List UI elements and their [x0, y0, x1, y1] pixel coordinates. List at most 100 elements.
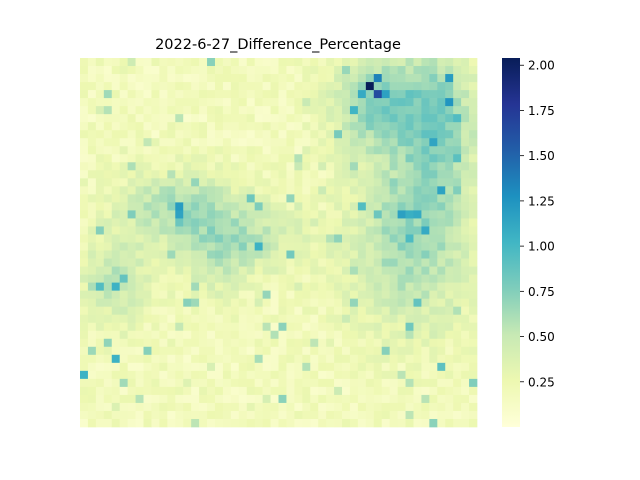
heatmap-cell — [397, 82, 406, 91]
heatmap-cell — [469, 378, 478, 388]
heatmap-cell — [199, 266, 208, 275]
heatmap-cell — [87, 346, 97, 356]
heatmap-cell — [111, 178, 121, 187]
heatmap-cell — [246, 66, 256, 75]
heatmap-cell — [310, 250, 319, 259]
heatmap-cell — [183, 418, 192, 428]
heatmap-cell — [135, 154, 144, 163]
heatmap-cell — [389, 362, 398, 372]
heatmap-cell — [342, 146, 351, 155]
heatmap-cell — [246, 178, 256, 187]
heatmap-cell — [302, 138, 311, 147]
colorbar — [502, 58, 520, 427]
heatmap-cell — [318, 282, 327, 291]
heatmap-cell — [254, 242, 263, 251]
heatmap-cell — [381, 266, 391, 275]
heatmap-cell — [365, 138, 375, 147]
heatmap-cell — [254, 290, 263, 299]
heatmap-cell — [349, 146, 359, 155]
heatmap-cell — [119, 234, 128, 243]
heatmap-cell — [381, 114, 391, 123]
heatmap-cell — [342, 170, 351, 179]
heatmap-cell — [342, 282, 351, 291]
heatmap-cell — [381, 330, 391, 340]
heatmap-cell — [310, 290, 319, 299]
heatmap-cell — [437, 202, 446, 211]
heatmap-cell — [469, 106, 478, 115]
heatmap-cell — [103, 114, 113, 123]
heatmap-cell — [421, 282, 430, 291]
heatmap-cell — [119, 378, 128, 388]
heatmap-cell — [167, 130, 176, 139]
heatmap-cell — [445, 106, 454, 115]
heatmap-cell — [445, 322, 454, 332]
heatmap-cell — [373, 298, 383, 308]
heatmap-cell — [222, 114, 232, 123]
heatmap-cell — [151, 258, 160, 267]
heatmap-cell — [207, 82, 216, 91]
heatmap-cell — [111, 282, 121, 291]
heatmap-cell — [421, 258, 430, 267]
heatmap-cell — [445, 386, 454, 396]
heatmap-cell — [167, 346, 176, 356]
heatmap-cell — [286, 242, 295, 251]
heatmap-cell — [294, 298, 303, 308]
heatmap-cell — [175, 402, 184, 412]
heatmap-cell — [87, 162, 97, 171]
heatmap-cell — [310, 98, 319, 107]
heatmap-cell — [191, 322, 200, 332]
heatmap-cell — [349, 266, 359, 275]
heatmap-cell — [365, 90, 375, 99]
heatmap-cell — [230, 186, 240, 195]
heatmap-cell — [357, 154, 367, 163]
heatmap-cell — [191, 130, 200, 139]
heatmap-cell — [278, 354, 287, 364]
heatmap-cell — [214, 154, 224, 163]
heatmap-cell — [365, 122, 375, 131]
heatmap-cell — [143, 282, 152, 291]
heatmap-cell — [175, 90, 184, 99]
heatmap-cell — [127, 74, 136, 83]
heatmap-cell — [365, 154, 375, 163]
heatmap-cell — [254, 298, 263, 308]
heatmap-cell — [357, 82, 367, 91]
heatmap-cell — [175, 154, 184, 163]
heatmap-cell — [445, 274, 454, 283]
heatmap-cell — [342, 386, 351, 396]
heatmap-cell — [199, 98, 208, 107]
heatmap-cell — [80, 170, 89, 179]
heatmap-cell — [167, 242, 176, 251]
heatmap-cell — [127, 194, 136, 203]
heatmap-cell — [302, 162, 311, 171]
heatmap-cell — [421, 146, 430, 155]
heatmap-cell — [207, 282, 216, 291]
heatmap-cell — [445, 218, 454, 227]
heatmap-cell — [310, 226, 319, 235]
heatmap-cell — [230, 322, 240, 332]
heatmap-cell — [238, 306, 248, 316]
heatmap-cell — [429, 354, 438, 364]
heatmap-cell — [238, 154, 248, 163]
heatmap-cell — [453, 58, 462, 67]
heatmap-cell — [349, 258, 359, 267]
heatmap-cell — [238, 362, 248, 372]
heatmap-cell — [469, 290, 478, 299]
heatmap-cell — [437, 226, 446, 235]
heatmap-cell — [119, 194, 128, 203]
heatmap-cell — [151, 58, 160, 67]
heatmap-cell — [334, 338, 343, 348]
heatmap-cell — [302, 402, 311, 412]
heatmap-cell — [342, 186, 351, 195]
heatmap-cell — [429, 74, 438, 83]
heatmap-cell — [80, 354, 89, 364]
heatmap-cell — [461, 298, 470, 308]
heatmap-cell — [302, 330, 311, 340]
heatmap-cell — [405, 58, 414, 67]
heatmap-cell — [214, 114, 224, 123]
heatmap-cell — [80, 362, 89, 372]
heatmap-cell — [230, 370, 240, 380]
heatmap-cell — [119, 162, 128, 171]
heatmap-cell — [445, 242, 454, 251]
heatmap-cell — [127, 266, 136, 275]
heatmap-cell — [357, 226, 367, 235]
